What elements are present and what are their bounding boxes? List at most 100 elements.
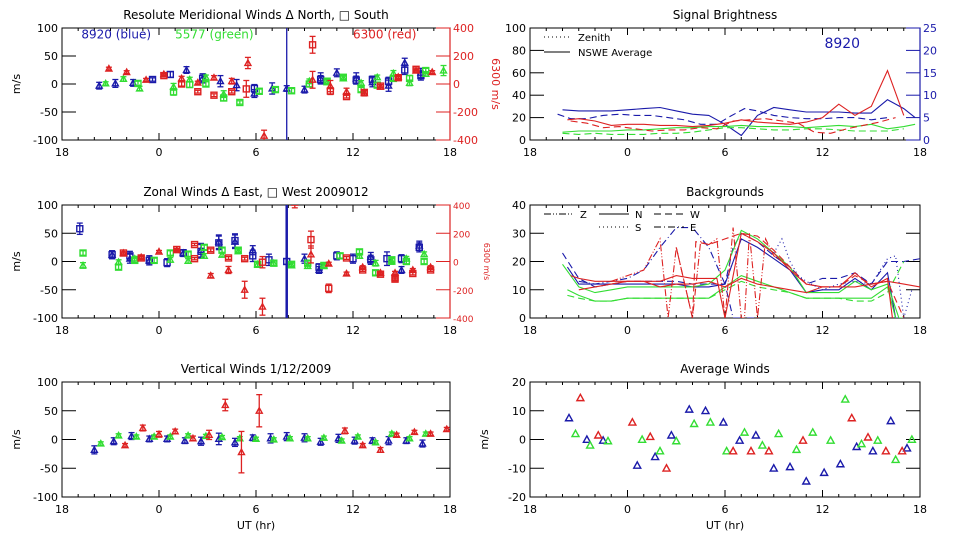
data-point-triangle bbox=[666, 430, 677, 439]
series-line-5577-w bbox=[567, 261, 905, 302]
data-point-square bbox=[342, 254, 351, 262]
y-tick-label: 10 bbox=[512, 284, 526, 297]
data-point-square bbox=[291, 205, 299, 206]
data-point-square bbox=[219, 94, 228, 102]
y2-tick-label: 0 bbox=[453, 78, 460, 91]
chart-title: Resolute Meridional Winds Δ North, □ Sou… bbox=[123, 8, 389, 22]
data-point-square bbox=[228, 87, 236, 96]
y2-tick-label: -200 bbox=[453, 287, 474, 297]
data-point-triangle bbox=[632, 460, 642, 469]
series-5577-west bbox=[79, 243, 428, 277]
data-point-triangle bbox=[575, 392, 586, 402]
y-tick-label: 60 bbox=[512, 67, 526, 80]
x-tick-label: 0 bbox=[624, 146, 631, 159]
data-point-square bbox=[218, 246, 226, 254]
data-point-square bbox=[307, 235, 315, 244]
series-line-zenith-dotted bbox=[773, 237, 913, 318]
y-tick-label: 0 bbox=[51, 434, 58, 447]
series-line-8920-e bbox=[578, 227, 758, 318]
data-point-square bbox=[76, 225, 84, 233]
data-point-square bbox=[242, 85, 251, 93]
data-point-triangle bbox=[111, 78, 120, 87]
data-point-triangle bbox=[392, 430, 401, 438]
data-point-square bbox=[240, 254, 249, 263]
data-point-triangle bbox=[182, 65, 191, 74]
data-point-triangle bbox=[340, 426, 350, 434]
data-point-triangle bbox=[101, 78, 110, 87]
data-point-triangle bbox=[154, 429, 164, 438]
y-tick-label: -100 bbox=[33, 134, 58, 147]
data-point-triangle bbox=[773, 428, 784, 438]
y2-tick-label: -200 bbox=[453, 106, 478, 119]
data-point-triangle bbox=[890, 454, 901, 464]
data-point-triangle bbox=[718, 417, 729, 426]
data-point-square bbox=[388, 256, 396, 264]
x-tick-label: 6 bbox=[722, 146, 729, 159]
data-point-square bbox=[134, 79, 142, 88]
data-point-triangle bbox=[764, 446, 774, 455]
x-tick-label: 0 bbox=[156, 324, 163, 337]
x-tick-label: 18 bbox=[55, 324, 69, 337]
data-point-triangle bbox=[217, 432, 227, 441]
data-point-square bbox=[148, 75, 157, 84]
legend-label: N bbox=[635, 210, 642, 221]
data-point-square bbox=[339, 73, 347, 81]
data-point-triangle bbox=[645, 431, 655, 441]
data-point-square bbox=[360, 88, 369, 97]
y-tick-label: 100 bbox=[37, 376, 58, 389]
data-point-triangle bbox=[637, 434, 647, 443]
data-point-triangle bbox=[154, 247, 164, 255]
data-point-triangle bbox=[405, 433, 414, 442]
data-point-square bbox=[108, 251, 116, 259]
data-point-triangle bbox=[138, 423, 148, 432]
legend-label: S bbox=[635, 223, 641, 234]
y-tick-label: 100 bbox=[505, 22, 526, 35]
x-tick-label: 12 bbox=[816, 146, 830, 159]
data-point-triangle bbox=[373, 72, 382, 81]
y2-tick-label: 200 bbox=[453, 230, 470, 240]
y-tick-label: -10 bbox=[508, 462, 526, 475]
data-point-square bbox=[190, 240, 199, 249]
data-point-triangle bbox=[237, 447, 246, 456]
data-point-triangle bbox=[120, 440, 130, 449]
legend-label: W bbox=[690, 210, 700, 221]
data-point-triangle bbox=[356, 78, 366, 86]
plot-area bbox=[564, 392, 917, 485]
series-line-6300-z bbox=[611, 227, 791, 318]
y2-tick-label: -400 bbox=[453, 134, 478, 147]
data-point-triangle bbox=[751, 430, 761, 439]
data-point-triangle bbox=[684, 404, 694, 413]
chart-title: Vertical Winds 1/12/2009 bbox=[181, 362, 332, 376]
data-point-triangle bbox=[358, 440, 367, 449]
x-tick-label: 6 bbox=[722, 503, 729, 516]
data-point-triangle bbox=[371, 258, 380, 267]
data-point-triangle bbox=[585, 440, 595, 449]
data-point-triangle bbox=[886, 415, 896, 425]
data-point-square bbox=[326, 87, 335, 95]
data-point-triangle bbox=[258, 302, 267, 310]
y-tick-label: 0 bbox=[51, 256, 58, 269]
y-tick-label: -20 bbox=[508, 491, 526, 504]
data-point-triangle bbox=[306, 249, 316, 258]
data-point-square bbox=[422, 66, 430, 75]
data-point-triangle bbox=[183, 256, 193, 265]
y-tick-label: -50 bbox=[40, 462, 58, 475]
data-point-square bbox=[376, 270, 385, 278]
data-point-square bbox=[160, 71, 168, 80]
y-tick-label: 40 bbox=[512, 89, 526, 102]
data-point-triangle bbox=[700, 405, 711, 415]
data-point-square bbox=[342, 92, 351, 101]
data-point-square bbox=[402, 257, 411, 266]
y2-tick-label: 15 bbox=[923, 67, 937, 80]
chart-title: Signal Brightness bbox=[673, 8, 778, 22]
x-tick-label: 18 bbox=[443, 503, 457, 516]
series-line-6300-zenith bbox=[570, 117, 896, 134]
x-tick-label: 18 bbox=[523, 503, 537, 516]
data-point-triangle bbox=[135, 84, 144, 92]
data-point-triangle bbox=[319, 433, 329, 441]
series-line-6300-s bbox=[578, 277, 920, 294]
panel-meridional-winds: Resolute Meridional Winds Δ North, □ Sou… bbox=[10, 8, 502, 159]
data-point-triangle bbox=[141, 75, 151, 83]
